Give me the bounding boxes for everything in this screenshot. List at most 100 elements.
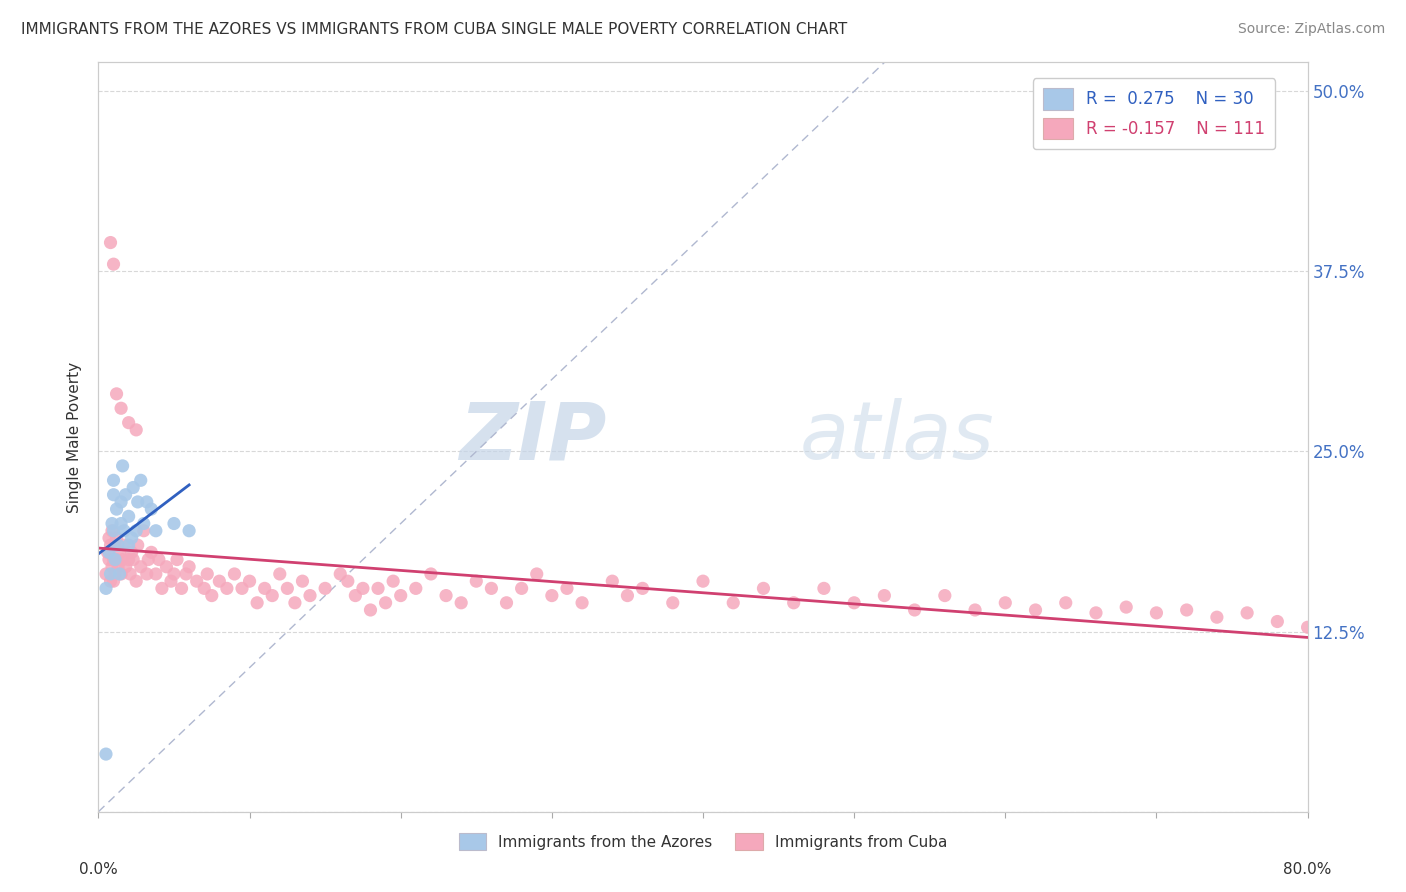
Point bbox=[495, 596, 517, 610]
Point bbox=[631, 582, 654, 596]
Point bbox=[208, 574, 231, 589]
Point bbox=[125, 423, 148, 437]
Point bbox=[193, 582, 215, 596]
Point bbox=[103, 574, 125, 589]
Point bbox=[389, 589, 412, 603]
Point bbox=[110, 495, 132, 509]
Point bbox=[965, 603, 987, 617]
Point bbox=[262, 589, 284, 603]
Point bbox=[1175, 603, 1198, 617]
Point bbox=[100, 574, 122, 589]
Point bbox=[299, 589, 322, 603]
Point bbox=[114, 559, 136, 574]
Point bbox=[118, 538, 141, 552]
Point bbox=[101, 524, 124, 538]
Point bbox=[155, 559, 177, 574]
Point bbox=[224, 566, 246, 581]
Point bbox=[616, 589, 638, 603]
Point bbox=[752, 582, 775, 596]
Point bbox=[434, 589, 457, 603]
Text: 80.0%: 80.0% bbox=[1284, 863, 1331, 877]
Point bbox=[129, 559, 152, 574]
Point bbox=[352, 582, 374, 596]
Text: IMMIGRANTS FROM THE AZORES VS IMMIGRANTS FROM CUBA SINGLE MALE POVERTY CORRELATI: IMMIGRANTS FROM THE AZORES VS IMMIGRANTS… bbox=[21, 22, 848, 37]
Point bbox=[103, 473, 125, 487]
Point bbox=[1115, 600, 1137, 615]
Point bbox=[94, 582, 117, 596]
Point bbox=[127, 538, 149, 552]
Point bbox=[112, 524, 135, 538]
Point bbox=[135, 566, 157, 581]
Point bbox=[111, 552, 134, 566]
Point bbox=[186, 574, 208, 589]
Point bbox=[510, 582, 533, 596]
Point bbox=[163, 516, 186, 531]
Point bbox=[98, 531, 121, 545]
Point bbox=[118, 416, 141, 430]
Point bbox=[103, 257, 125, 271]
Point bbox=[314, 582, 336, 596]
Point bbox=[1024, 603, 1046, 617]
Point bbox=[98, 545, 121, 559]
Point bbox=[661, 596, 683, 610]
Point bbox=[450, 596, 472, 610]
Point bbox=[934, 589, 956, 603]
Point bbox=[101, 516, 124, 531]
Text: ZIP: ZIP bbox=[458, 398, 606, 476]
Point bbox=[526, 566, 548, 581]
Point bbox=[239, 574, 262, 589]
Point bbox=[103, 488, 125, 502]
Point bbox=[94, 566, 117, 581]
Point bbox=[166, 552, 188, 566]
Point bbox=[179, 524, 201, 538]
Point bbox=[844, 596, 866, 610]
Point bbox=[105, 502, 128, 516]
Text: atlas: atlas bbox=[800, 398, 994, 476]
Point bbox=[420, 566, 443, 581]
Point bbox=[122, 481, 145, 495]
Point bbox=[374, 596, 396, 610]
Point bbox=[150, 582, 173, 596]
Point bbox=[276, 582, 298, 596]
Point bbox=[121, 531, 143, 545]
Point bbox=[873, 589, 896, 603]
Text: 0.0%: 0.0% bbox=[79, 863, 118, 877]
Point bbox=[141, 545, 163, 559]
Point bbox=[112, 538, 135, 552]
Point bbox=[94, 747, 117, 761]
Point bbox=[110, 566, 132, 581]
Point bbox=[170, 582, 193, 596]
Point bbox=[132, 516, 155, 531]
Point bbox=[105, 552, 128, 566]
Point bbox=[118, 552, 141, 566]
Point bbox=[1085, 606, 1108, 620]
Point bbox=[120, 566, 142, 581]
Point bbox=[104, 552, 127, 566]
Point bbox=[692, 574, 714, 589]
Point bbox=[145, 524, 167, 538]
Point bbox=[107, 559, 129, 574]
Point bbox=[253, 582, 276, 596]
Point bbox=[481, 582, 503, 596]
Point bbox=[540, 589, 562, 603]
Point bbox=[1144, 606, 1167, 620]
Point bbox=[127, 495, 149, 509]
Point bbox=[1236, 606, 1258, 620]
Point bbox=[1206, 610, 1229, 624]
Point bbox=[1296, 620, 1319, 634]
Point bbox=[103, 524, 125, 538]
Point bbox=[201, 589, 224, 603]
Point bbox=[344, 589, 367, 603]
Point bbox=[269, 566, 291, 581]
Point bbox=[101, 559, 124, 574]
Point bbox=[132, 524, 155, 538]
Point bbox=[96, 545, 118, 559]
Point bbox=[246, 596, 269, 610]
Point bbox=[291, 574, 314, 589]
Point bbox=[98, 552, 121, 566]
Point bbox=[105, 387, 128, 401]
Point bbox=[367, 582, 389, 596]
Point bbox=[118, 509, 141, 524]
Point bbox=[163, 566, 186, 581]
Point bbox=[104, 566, 127, 581]
